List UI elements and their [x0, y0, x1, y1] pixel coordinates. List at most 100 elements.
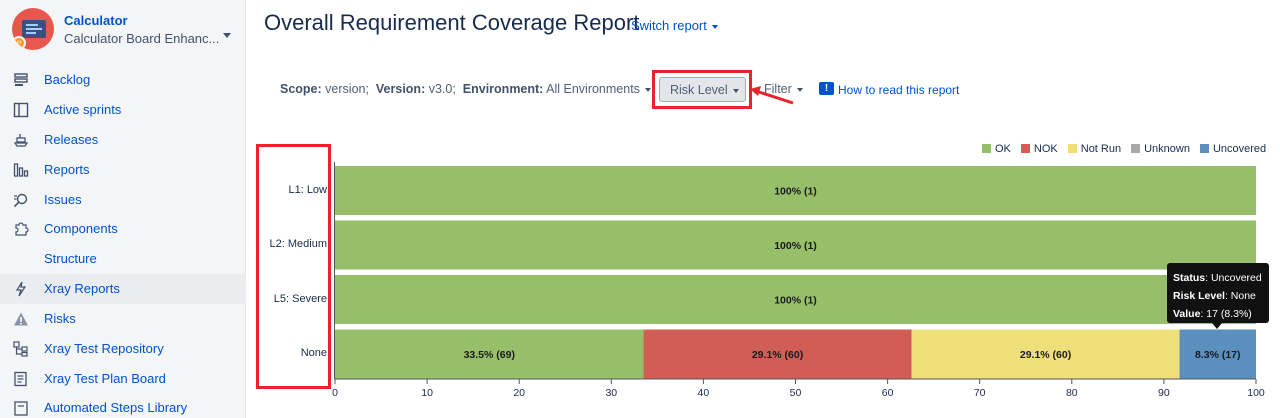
version-label: Version:: [375, 82, 426, 96]
sidebar-item-label: Risks: [44, 311, 76, 326]
chevron-down-icon: [732, 88, 739, 93]
tooltip-status-label: Status: [1173, 272, 1206, 284]
legend-swatch: [982, 144, 991, 153]
legend-label: Unknown: [1144, 143, 1190, 155]
sidebar-item-label: Reports: [44, 162, 90, 177]
chevron-down-icon: [796, 87, 803, 92]
risk-level-button[interactable]: Risk Level: [659, 77, 746, 102]
bar-segment[interactable]: [335, 329, 644, 379]
scope-value: version;: [325, 82, 369, 96]
chart-tooltip: Status: Uncovered Risk Level: None Value…: [1167, 263, 1269, 323]
category-label: None: [300, 347, 327, 359]
bar-data-label: 33.5% (69): [464, 349, 515, 361]
version-value: v3.0;: [428, 82, 456, 96]
plan-board-icon: [14, 371, 27, 387]
sidebar-item-issues[interactable]: Issues: [0, 185, 246, 215]
sidebar-item-risks[interactable]: Risks: [0, 304, 246, 334]
environment-dropdown[interactable]: All Environments: [546, 82, 651, 96]
scope-label: Scope:: [280, 82, 322, 96]
sidebar-item-label: Releases: [44, 132, 99, 147]
bar-data-label: 100% (1): [774, 186, 817, 198]
x-tick-label: 0: [332, 387, 338, 399]
bar-data-label: 29.1% (60): [1020, 349, 1071, 361]
switch-report-dropdown[interactable]: Switch report: [631, 18, 718, 33]
project-name[interactable]: Calculator: [64, 13, 128, 28]
tooltip-risk-value: None: [1230, 290, 1256, 302]
lightning-icon: [15, 281, 27, 297]
legend-swatch: [1067, 144, 1077, 153]
legend-item[interactable]: Not Run: [1067, 143, 1122, 155]
filter-dropdown[interactable]: Filter: [764, 82, 803, 96]
sidebar-item-label: Xray Reports: [44, 281, 120, 296]
sidebar: ‹› Calculator Calculator Board Enhanc...…: [0, 0, 246, 418]
x-tick-label: 20: [513, 387, 525, 399]
steps-library-icon: [14, 401, 28, 416]
risk-level-label: Risk Level: [670, 83, 728, 97]
ship-icon: [13, 134, 29, 147]
project-header[interactable]: ‹› Calculator Calculator Board Enhanc...: [0, 0, 246, 62]
code-badge-icon: ‹›: [12, 36, 26, 50]
board-icon: [13, 102, 29, 118]
legend-swatch: [1020, 144, 1030, 153]
sidebar-item-label: Active sprints: [44, 102, 122, 117]
sidebar-item-releases[interactable]: Releases: [0, 125, 246, 155]
help-icon[interactable]: !: [819, 82, 834, 95]
legend-label: Uncovered: [1212, 143, 1267, 155]
warning-icon: [14, 312, 28, 326]
sidebar-item-structure[interactable]: Structure: [0, 244, 246, 274]
bar-segment[interactable]: [335, 166, 1256, 215]
sidebar-item-active-sprints[interactable]: Active sprints: [0, 95, 246, 125]
sidebar-item-xray-test-repository[interactable]: Xray Test Repository: [0, 334, 246, 364]
bar-data-label: 100% (1): [774, 295, 817, 307]
x-tick-label: 70: [974, 387, 986, 399]
sidebar-item-label: Backlog: [44, 72, 91, 87]
switch-report-label: Switch report: [631, 18, 707, 33]
sidebar-item-reports[interactable]: Reports: [0, 155, 246, 185]
legend-item[interactable]: Uncovered: [1199, 143, 1267, 155]
chart-icon: [13, 163, 29, 177]
puzzle-icon: [15, 222, 29, 236]
tooltip-value-value: 17 (8.3%): [1206, 308, 1252, 320]
x-tick-label: 10: [421, 387, 433, 399]
legend-item[interactable]: NOK: [1020, 143, 1058, 155]
legend-swatch: [1199, 144, 1209, 153]
tooltip-value-label: Value: [1173, 308, 1201, 320]
sidebar-item-xray-test-plan-board[interactable]: Xray Test Plan Board: [0, 364, 246, 394]
bar-segment[interactable]: [643, 329, 912, 379]
sidebar-item-automated-steps-library[interactable]: Automated Steps Library: [0, 393, 246, 418]
legend-swatch: [1131, 144, 1141, 153]
annotation-arrow: [750, 86, 794, 105]
legend-item[interactable]: Unknown: [1131, 143, 1190, 155]
board-selector[interactable]: Calculator Board Enhanc...: [64, 31, 220, 46]
bar-segment[interactable]: [335, 220, 1256, 270]
legend-label: NOK: [1033, 143, 1058, 155]
x-tick-label: 50: [790, 387, 802, 399]
risk-level-highlight: [652, 70, 752, 109]
sidebar-item-label: Automated Steps Library: [44, 400, 188, 415]
tooltip-status-value: Uncovered: [1210, 272, 1262, 284]
sidebar-item-label: Issues: [44, 192, 82, 207]
help-link[interactable]: How to read this report: [838, 83, 960, 97]
tooltip-risk-label: Risk Level: [1173, 290, 1225, 302]
bar-data-label: 8.3% (17): [1195, 349, 1241, 361]
bar-segment[interactable]: [335, 275, 1256, 324]
legend-item[interactable]: OK: [982, 143, 1011, 155]
page-title: Overall Requirement Coverage Report: [264, 10, 640, 35]
chevron-down-icon[interactable]: [223, 33, 231, 38]
bar-segment[interactable]: [911, 329, 1180, 379]
category-label: L5: Severe: [273, 292, 327, 305]
x-tick-label: 90: [1158, 387, 1170, 399]
filter-label: Filter: [764, 82, 792, 96]
bar-data-label: 100% (1): [774, 240, 817, 252]
legend-label: Not Run: [1080, 143, 1122, 155]
sidebar-item-xray-reports[interactable]: Xray Reports: [0, 274, 246, 304]
legend-label: OK: [995, 143, 1011, 155]
sidebar-item-components[interactable]: Components: [0, 214, 246, 244]
repository-icon: [13, 341, 28, 357]
chevron-down-icon: [711, 24, 718, 29]
sidebar-item-backlog[interactable]: Backlog: [0, 65, 246, 95]
category-label: L2: Medium: [269, 238, 327, 250]
x-tick-label: 60: [882, 387, 894, 399]
bar-segment[interactable]: [1179, 329, 1256, 379]
x-tick-label: 100: [1247, 387, 1265, 399]
